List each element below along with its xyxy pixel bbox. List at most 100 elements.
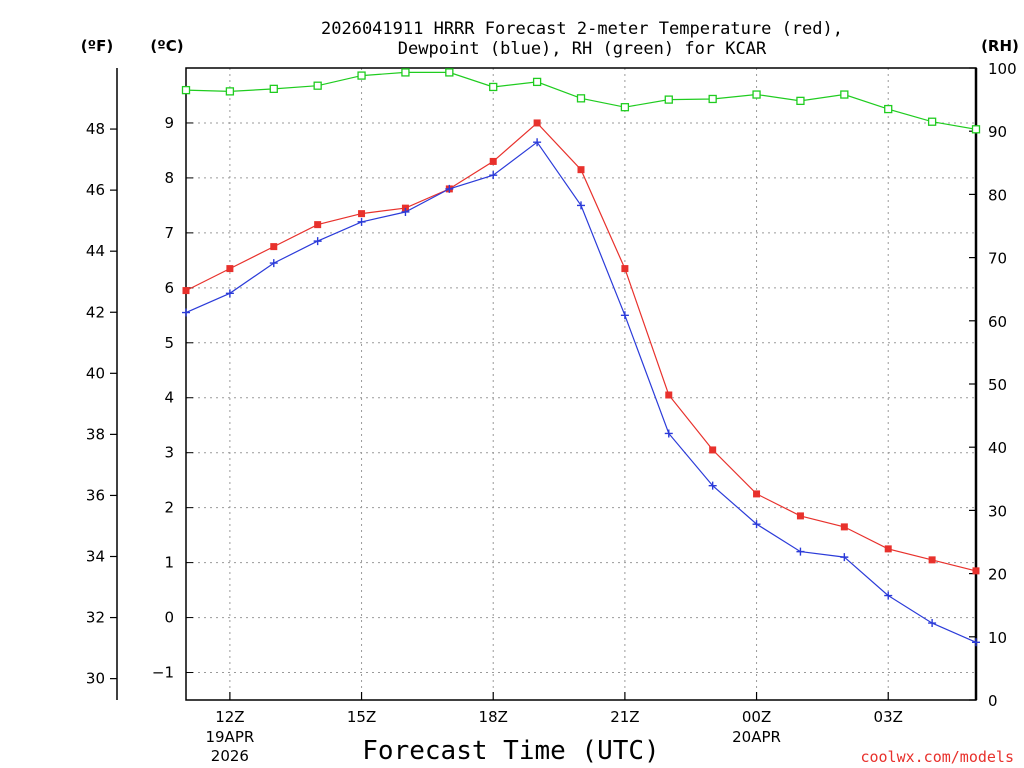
- rh-point: [840, 90, 849, 99]
- temperature-point: [314, 221, 322, 229]
- celsius-tick-label: 2: [164, 499, 174, 517]
- celsius-tick-label: 5: [164, 334, 174, 352]
- rh-point: [489, 82, 498, 92]
- dewpoint-point: [577, 201, 585, 210]
- dewpoint-point: [401, 207, 410, 216]
- x-tick-label: 00Z: [742, 708, 771, 726]
- fahrenheit-unit-label: (ºF): [81, 37, 113, 55]
- rh-tick-label: 0: [988, 692, 998, 710]
- fahrenheit-tick-label: 44: [86, 242, 105, 260]
- temperature-point: [928, 556, 936, 564]
- rh-point: [927, 117, 937, 126]
- series-layer: [181, 68, 981, 647]
- fahrenheit-tick-label: 48: [86, 120, 105, 138]
- celsius-tick-label: 0: [164, 609, 174, 627]
- rh-point: [269, 84, 278, 94]
- dewpoint-point: [620, 311, 629, 320]
- dewpoint-point: [972, 638, 980, 647]
- celsius-tick-label: 7: [164, 224, 174, 242]
- rh-point: [401, 68, 410, 77]
- temperature-point: [533, 119, 541, 127]
- rh-tick-label: 80: [988, 186, 1007, 204]
- fahrenheit-tick-label: 40: [86, 364, 105, 382]
- celsius-tick-label: 6: [164, 279, 174, 297]
- rh-point: [796, 96, 805, 106]
- temperature-point: [226, 265, 234, 273]
- fahrenheit-tick-label: 34: [86, 548, 105, 566]
- dewpoint-point: [928, 619, 937, 628]
- temperature-point: [182, 287, 190, 295]
- rh-point: [532, 77, 542, 87]
- x-tick-label: 15Z: [347, 708, 376, 726]
- dewpoint-point: [182, 308, 190, 317]
- rh-point: [971, 125, 981, 134]
- temperature-point: [884, 545, 892, 553]
- x-tick-date-label: 19APR: [205, 728, 254, 746]
- dewpoint-point: [225, 289, 234, 298]
- rh-tick-label: 50: [988, 376, 1007, 394]
- grid-layer: [186, 68, 976, 700]
- temperature-line: [185, 122, 977, 572]
- rh-tick-label: 100: [988, 60, 1017, 78]
- temperature-point: [665, 391, 673, 399]
- rh-tick-label: 10: [988, 629, 1007, 647]
- rh-tick-label: 60: [988, 313, 1007, 331]
- celsius-tick-label: 3: [164, 444, 174, 462]
- temperature-point: [270, 243, 278, 251]
- plot-frame: [185, 67, 977, 701]
- axes-layer: −101234567893032343638404244464801020304…: [86, 60, 1017, 765]
- dewpoint-point: [533, 138, 542, 147]
- rh-tick-label: 20: [988, 566, 1007, 584]
- fahrenheit-tick-label: 38: [86, 425, 105, 443]
- rh-point: [445, 68, 454, 77]
- rh-tick-label: 90: [988, 123, 1007, 141]
- x-tick-label: 03Z: [874, 708, 903, 726]
- dewpoint-point: [708, 481, 717, 490]
- celsius-unit-label: (ºC): [150, 37, 183, 55]
- dewpoint-point: [752, 520, 761, 529]
- dewpoint-point: [313, 237, 322, 246]
- temperature-point: [753, 490, 761, 498]
- rh-point: [752, 90, 761, 99]
- rh-point: [664, 95, 673, 104]
- temperature-point: [840, 523, 848, 531]
- rh-tick-label: 70: [988, 250, 1007, 268]
- dewpoint-point: [357, 217, 366, 226]
- rh-unit-label: (RH): [981, 37, 1019, 55]
- rh-point: [181, 85, 191, 95]
- fahrenheit-tick-label: 36: [86, 486, 105, 504]
- rh-point: [576, 94, 586, 103]
- rh-point: [708, 94, 717, 104]
- temperature-point: [972, 567, 980, 575]
- chart-title-line1: 2026041911 HRRR Forecast 2-meter Tempera…: [321, 19, 843, 39]
- temperature-point: [358, 210, 366, 218]
- rh-point: [225, 87, 235, 96]
- temperature-point: [577, 166, 585, 174]
- x-tick-date-label: 20APR: [732, 728, 781, 746]
- celsius-tick-label: 1: [164, 554, 174, 572]
- rh-point: [884, 104, 893, 114]
- dewpoint-point: [796, 547, 805, 556]
- x-tick-label: 12Z: [215, 708, 244, 726]
- rh-point: [620, 103, 630, 112]
- x-tick-year-label: 2026: [211, 747, 249, 765]
- temperature-point: [621, 265, 629, 273]
- dewpoint-point: [489, 171, 498, 180]
- rh-point: [313, 81, 322, 90]
- rh-tick-label: 40: [988, 439, 1007, 457]
- celsius-tick-label: 8: [164, 169, 174, 187]
- rh-tick-label: 30: [988, 502, 1007, 520]
- dewpoint-point: [884, 591, 893, 600]
- celsius-tick-label: 4: [164, 389, 174, 407]
- fahrenheit-tick-label: 30: [86, 670, 105, 688]
- dewpoint-line: [185, 141, 977, 643]
- rh-point: [357, 71, 366, 80]
- temperature-point: [489, 157, 497, 165]
- x-tick-label: 18Z: [479, 708, 508, 726]
- x-axis-title: Forecast Time (UTC): [362, 736, 659, 766]
- chart-title-line2: Dewpoint (blue), RH (green) for KCAR: [398, 39, 767, 59]
- fahrenheit-tick-label: 46: [86, 181, 105, 199]
- credit-label: coolwx.com/models: [860, 748, 1014, 766]
- x-tick-label: 21Z: [610, 708, 639, 726]
